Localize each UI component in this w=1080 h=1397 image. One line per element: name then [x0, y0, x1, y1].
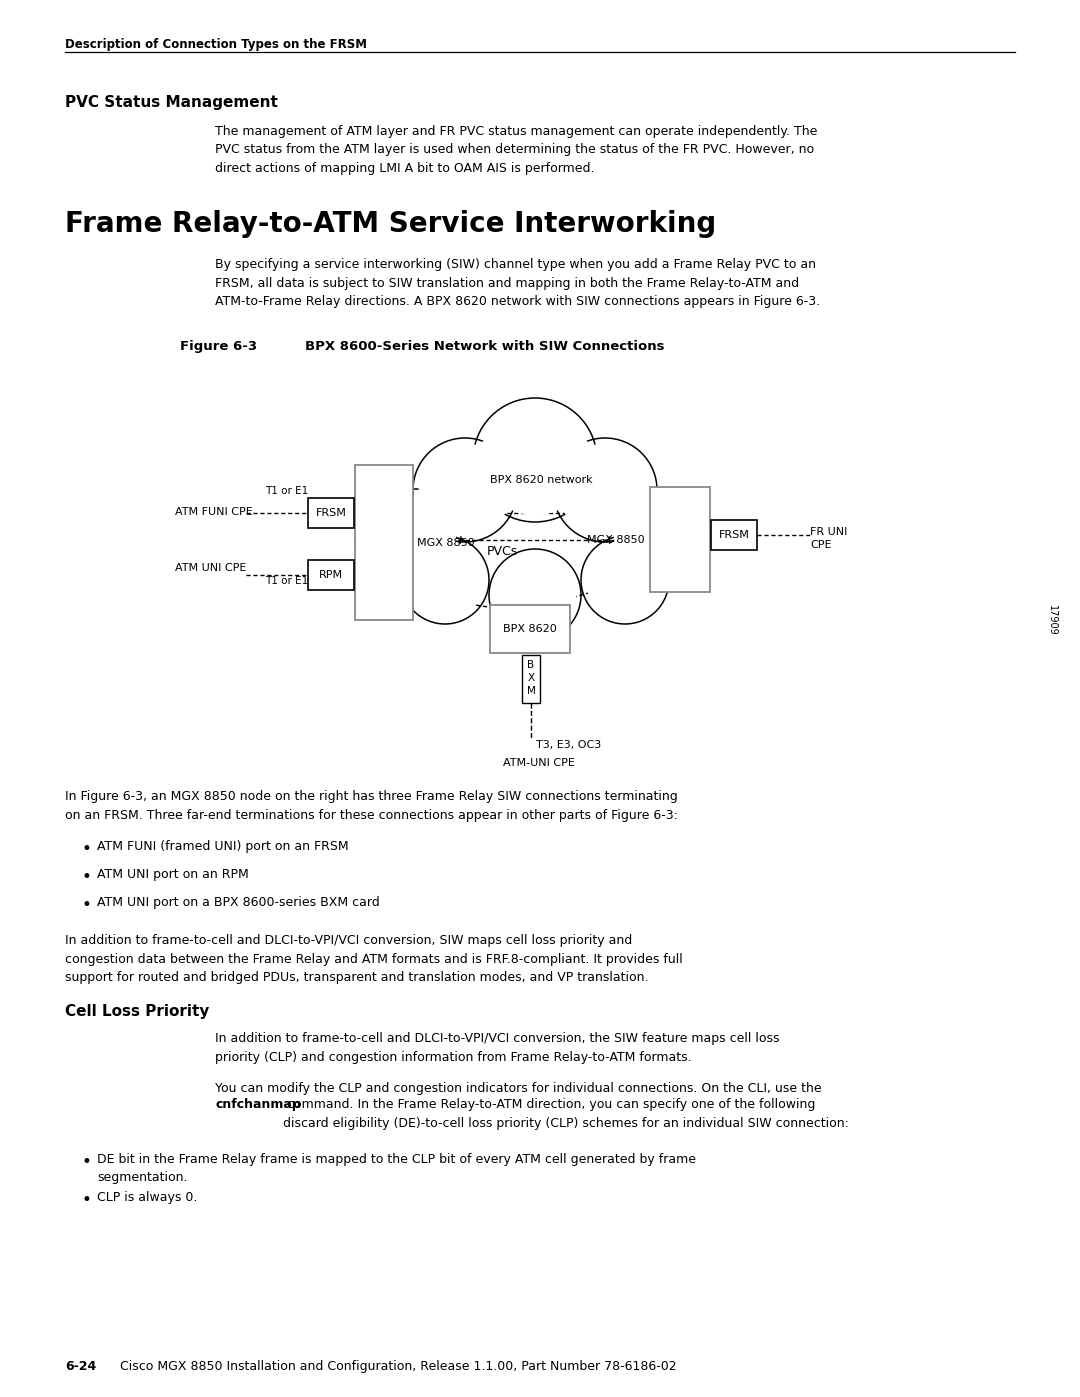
Text: PVC Status Management: PVC Status Management — [65, 95, 278, 110]
Circle shape — [406, 541, 484, 619]
Text: MGX 8850: MGX 8850 — [417, 538, 474, 548]
Text: CPE: CPE — [810, 541, 832, 550]
Text: B: B — [527, 659, 535, 671]
Text: cnfchanmap: cnfchanmap — [215, 1098, 300, 1111]
FancyBboxPatch shape — [490, 605, 570, 652]
Circle shape — [369, 489, 461, 581]
Text: •: • — [82, 895, 92, 914]
Circle shape — [473, 398, 597, 522]
Text: 6-24: 6-24 — [65, 1361, 96, 1373]
Circle shape — [489, 549, 581, 641]
Text: DE bit in the Frame Relay frame is mapped to the CLP bit of every ATM cell gener: DE bit in the Frame Relay frame is mappe… — [97, 1153, 696, 1185]
FancyBboxPatch shape — [522, 655, 540, 703]
Text: Description of Connection Types on the FRSM: Description of Connection Types on the F… — [65, 38, 367, 52]
Text: •: • — [82, 840, 92, 858]
Text: T1 or E1: T1 or E1 — [265, 486, 308, 496]
Text: The management of ATM layer and FR PVC status management can operate independent: The management of ATM layer and FR PVC s… — [215, 124, 818, 175]
Circle shape — [375, 495, 456, 576]
Text: PVCs: PVCs — [487, 545, 518, 557]
Text: By specifying a service interworking (SIW) channel type when you add a Frame Rel: By specifying a service interworking (SI… — [215, 258, 820, 307]
Text: You can modify the CLP and congestion indicators for individual connections. On : You can modify the CLP and congestion in… — [215, 1083, 822, 1095]
Circle shape — [401, 536, 489, 624]
Text: Cell Loss Priority: Cell Loss Priority — [65, 1004, 210, 1018]
FancyBboxPatch shape — [308, 560, 354, 590]
Text: FRSM: FRSM — [315, 509, 347, 518]
Text: In addition to frame-to-cell and DLCI-to-VPI/VCI conversion, SIW maps cell loss : In addition to frame-to-cell and DLCI-to… — [65, 935, 683, 983]
Text: FRSM: FRSM — [718, 529, 750, 541]
Text: BPX 8620 network: BPX 8620 network — [490, 475, 593, 485]
FancyBboxPatch shape — [308, 497, 354, 528]
Circle shape — [581, 536, 669, 624]
Circle shape — [586, 541, 664, 619]
Text: •: • — [82, 1153, 92, 1171]
Text: RPM: RPM — [319, 570, 343, 580]
Text: ATM UNI port on a BPX 8600-series BXM card: ATM UNI port on a BPX 8600-series BXM ca… — [97, 895, 380, 909]
FancyBboxPatch shape — [355, 465, 413, 620]
Text: BPX 8600-Series Network with SIW Connections: BPX 8600-Series Network with SIW Connect… — [305, 339, 664, 353]
Text: Figure 6-3: Figure 6-3 — [180, 339, 257, 353]
Text: X: X — [527, 673, 535, 683]
Text: ATM FUNI (framed UNI) port on an FRSM: ATM FUNI (framed UNI) port on an FRSM — [97, 840, 349, 854]
Circle shape — [481, 405, 590, 514]
Circle shape — [609, 489, 701, 581]
Text: BPX 8620: BPX 8620 — [503, 624, 557, 634]
Text: ATM-UNI CPE: ATM-UNI CPE — [503, 759, 575, 768]
Text: T3, E3, OC3: T3, E3, OC3 — [536, 740, 602, 750]
Text: command. In the Frame Relay-to-ATM direction, you can specify one of the followi: command. In the Frame Relay-to-ATM direc… — [283, 1098, 849, 1130]
Circle shape — [413, 439, 517, 542]
Text: ATM UNI CPE: ATM UNI CPE — [175, 563, 246, 573]
Text: T1 or E1: T1 or E1 — [265, 576, 308, 585]
Circle shape — [419, 444, 511, 536]
Text: ATM FUNI CPE: ATM FUNI CPE — [175, 507, 253, 517]
Text: CLP is always 0.: CLP is always 0. — [97, 1192, 198, 1204]
Circle shape — [559, 444, 651, 536]
FancyBboxPatch shape — [711, 520, 757, 550]
Text: ATM UNI port on an RPM: ATM UNI port on an RPM — [97, 868, 248, 882]
Circle shape — [615, 495, 696, 576]
Text: FR UNI: FR UNI — [810, 527, 848, 536]
Text: In addition to frame-to-cell and DLCI-to-VPI/VCI conversion, the SIW feature map: In addition to frame-to-cell and DLCI-to… — [215, 1032, 780, 1063]
Text: Frame Relay-to-ATM Service Interworking: Frame Relay-to-ATM Service Interworking — [65, 210, 716, 237]
FancyBboxPatch shape — [650, 488, 710, 592]
Text: M: M — [527, 686, 536, 696]
Text: In Figure 6-3, an MGX 8850 node on the right has three Frame Relay SIW connectio: In Figure 6-3, an MGX 8850 node on the r… — [65, 789, 678, 821]
Text: •: • — [82, 868, 92, 886]
Circle shape — [553, 439, 657, 542]
Text: •: • — [82, 1192, 92, 1208]
Circle shape — [495, 555, 576, 636]
Text: Cisco MGX 8850 Installation and Configuration, Release 1.1.00, Part Number 78-61: Cisco MGX 8850 Installation and Configur… — [120, 1361, 677, 1373]
Text: 17909: 17909 — [1047, 605, 1057, 636]
Text: MGX 8850: MGX 8850 — [588, 535, 645, 545]
